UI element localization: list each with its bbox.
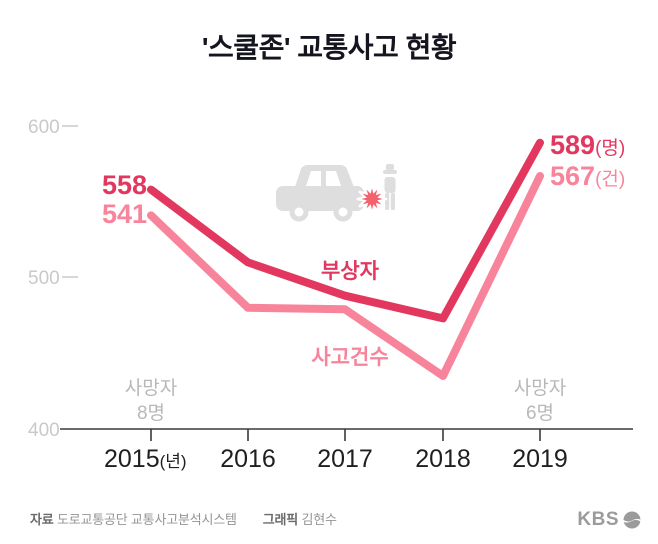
value-unit: (건) bbox=[595, 168, 625, 190]
annotation-text: 사망자 bbox=[125, 377, 177, 399]
pedestrian-icon bbox=[383, 164, 397, 210]
series-label-accidents: 사고건수 bbox=[311, 346, 388, 369]
kbs-globe-icon bbox=[623, 511, 641, 529]
y-tick-400: 400 bbox=[28, 420, 60, 441]
value-unit: (명) bbox=[595, 137, 625, 159]
x-label-2015: 2015(년) bbox=[104, 445, 187, 473]
line-accidents bbox=[147, 172, 544, 380]
x-label-2018: 2018 bbox=[415, 445, 471, 473]
source-label: 자료 bbox=[30, 512, 54, 527]
annotation-deaths-2015: 사망자 8명 bbox=[125, 377, 177, 424]
series-label-injured: 부상자 bbox=[321, 260, 380, 283]
value-label-injured-2015: 558 bbox=[102, 170, 147, 200]
line-injured bbox=[147, 138, 544, 323]
annotation-value: 8명 bbox=[137, 402, 165, 424]
value-number: 567 bbox=[550, 161, 595, 191]
source-text: 도로교통공단 교통사고분석시스템 bbox=[56, 512, 237, 527]
value-label-injured-2019: 589(명) bbox=[550, 130, 625, 160]
value-number: 589 bbox=[550, 130, 595, 160]
kbs-logo-text: KBS bbox=[577, 509, 619, 530]
x-label-2016: 2016 bbox=[220, 445, 276, 473]
car-crash-icon bbox=[276, 164, 397, 222]
year-unit: (년) bbox=[160, 452, 187, 471]
y-tick-500: 500 bbox=[28, 268, 60, 289]
kbs-logo: KBS bbox=[577, 509, 642, 531]
page-title: '스쿨존' 교통사고 현황 bbox=[201, 32, 457, 63]
value-label-accidents-2015: 541 bbox=[102, 199, 147, 229]
car-icon bbox=[276, 165, 364, 222]
annotation-value: 6명 bbox=[526, 402, 554, 424]
x-label-2017: 2017 bbox=[317, 445, 373, 473]
x-label-2019: 2019 bbox=[512, 445, 568, 473]
year-text: 2015 bbox=[104, 445, 160, 473]
annotation-text: 사망자 bbox=[514, 377, 566, 399]
annotation-deaths-2019: 사망자 6명 bbox=[514, 377, 566, 424]
credit-label: 그래픽 bbox=[262, 512, 299, 527]
y-tick-600: 600 bbox=[28, 117, 60, 138]
crash-star-icon bbox=[356, 183, 388, 215]
source-credit: 자료 도로교통공단 교통사고분석시스템 그래픽 김현수 bbox=[30, 509, 337, 528]
value-label-accidents-2019: 567(건) bbox=[550, 161, 625, 191]
credit-text: 김현수 bbox=[301, 512, 337, 527]
